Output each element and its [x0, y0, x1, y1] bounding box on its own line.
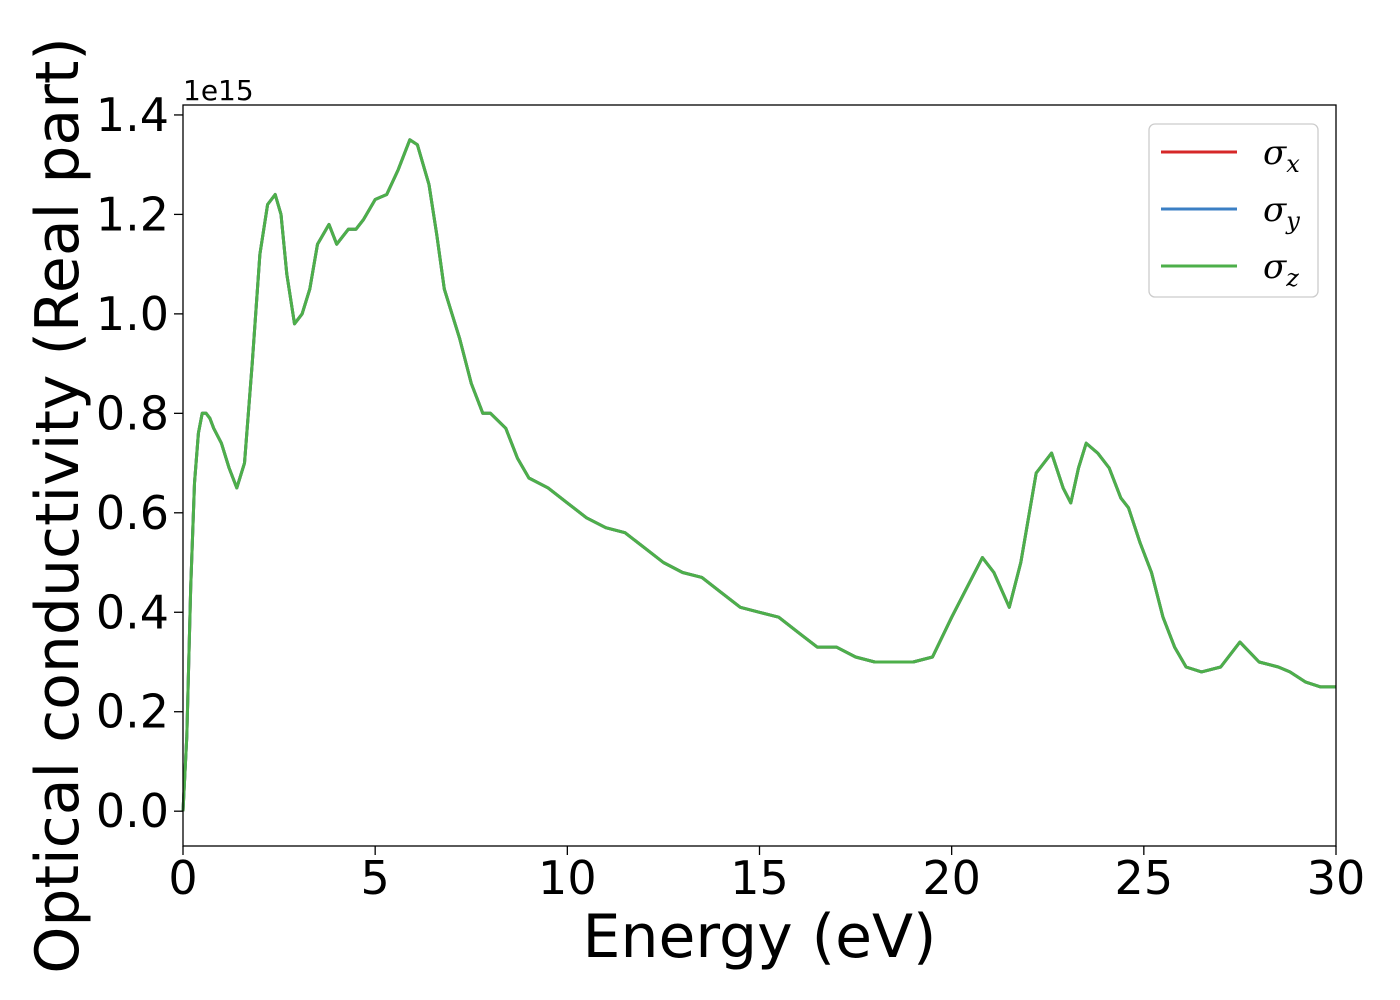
y-tick-label: 0.8 [96, 386, 169, 440]
x-tick-label: 25 [1115, 851, 1174, 905]
x-tick-label: 20 [922, 851, 981, 905]
series-line-z [181, 138, 1336, 812]
x-tick-label: 5 [361, 851, 390, 905]
legend: σx σy σz [1148, 123, 1319, 298]
x-tick-label: 15 [730, 851, 789, 905]
legend-label: σx [1263, 133, 1300, 178]
y-tick-label: 1.2 [96, 187, 169, 241]
legend-label: σz [1263, 247, 1299, 292]
x-tick-label: 30 [1307, 851, 1366, 905]
y-axis-label: Optical conductivity (Real part) [23, 37, 93, 974]
x-axis-label: Energy (eV) [583, 902, 937, 972]
y-axis-ticks: 0.0 0.2 0.4 0.6 0.8 1.0 1.2 1.4 [96, 88, 183, 838]
y-tick-label: 0.4 [96, 585, 169, 639]
x-tick-label: 0 [168, 851, 197, 905]
y-tick-label: 1.0 [96, 287, 169, 341]
x-axis-ticks: 0 5 10 15 20 25 30 [168, 846, 1365, 905]
y-tick-label: 1.4 [96, 88, 169, 142]
legend-label: σy [1263, 190, 1300, 235]
x-tick-label: 10 [538, 851, 597, 905]
y-axis-offset-label: 1e15 [183, 74, 254, 107]
y-tick-label: 0.2 [96, 685, 169, 739]
y-tick-label: 0.6 [96, 486, 169, 540]
series-layer [181, 138, 1336, 812]
y-tick-label: 0.0 [96, 784, 169, 838]
